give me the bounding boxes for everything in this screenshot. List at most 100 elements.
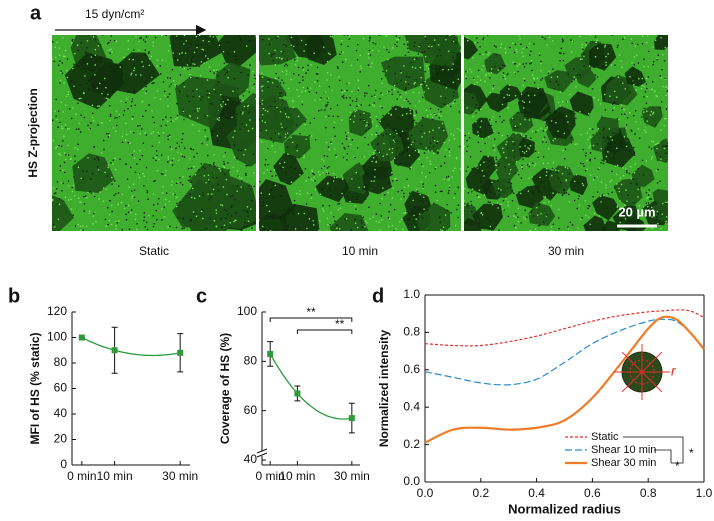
speckle bbox=[542, 221, 545, 223]
speckle bbox=[540, 95, 542, 98]
speckle bbox=[638, 137, 641, 139]
speckle bbox=[428, 131, 431, 133]
speckle bbox=[493, 149, 496, 151]
speckle bbox=[55, 146, 57, 149]
speckle bbox=[332, 180, 335, 182]
speckle bbox=[79, 84, 82, 86]
speckle bbox=[167, 138, 170, 141]
speckle bbox=[343, 35, 346, 36]
speckle bbox=[98, 67, 100, 70]
speckle bbox=[537, 156, 540, 159]
speckle bbox=[198, 35, 201, 37]
speckle bbox=[144, 109, 147, 112]
speckle bbox=[372, 157, 375, 159]
speckle bbox=[85, 170, 88, 173]
speckle bbox=[52, 139, 55, 142]
speckle bbox=[114, 117, 116, 119]
speckle bbox=[166, 76, 169, 79]
speckle bbox=[186, 64, 189, 66]
speckle bbox=[62, 111, 65, 113]
speckle bbox=[517, 173, 520, 176]
speckle bbox=[606, 136, 609, 139]
speckle bbox=[515, 132, 517, 135]
speckle bbox=[61, 37, 64, 39]
speckle bbox=[127, 211, 130, 214]
speckle bbox=[528, 163, 531, 165]
speckle bbox=[61, 62, 64, 64]
speckle bbox=[367, 127, 370, 130]
speckle bbox=[656, 182, 659, 184]
speckle bbox=[477, 69, 480, 72]
speckle bbox=[661, 202, 664, 205]
speckle bbox=[217, 183, 219, 185]
speckle bbox=[101, 122, 103, 124]
speckle bbox=[189, 73, 191, 76]
speckle bbox=[514, 172, 517, 174]
speckle bbox=[537, 151, 540, 154]
speckle bbox=[534, 94, 536, 97]
speckle bbox=[279, 95, 281, 97]
speckle bbox=[567, 226, 569, 228]
speckle bbox=[283, 163, 286, 166]
speckle bbox=[540, 60, 542, 63]
speckle bbox=[175, 147, 177, 150]
speckle bbox=[279, 82, 282, 84]
speckle bbox=[424, 176, 427, 178]
speckle bbox=[594, 55, 597, 58]
speckle bbox=[368, 206, 370, 208]
speckle bbox=[142, 65, 144, 68]
speckle bbox=[643, 58, 645, 60]
speckle bbox=[179, 201, 181, 204]
speckle bbox=[129, 142, 131, 144]
speckle bbox=[134, 218, 137, 221]
speckle bbox=[161, 59, 164, 62]
speckle bbox=[411, 66, 414, 69]
speckle bbox=[150, 132, 153, 135]
speckle bbox=[226, 101, 229, 103]
speckle bbox=[436, 140, 439, 143]
speckle bbox=[151, 145, 154, 148]
speckle bbox=[54, 192, 57, 194]
speckle bbox=[356, 172, 359, 175]
speckle bbox=[612, 157, 615, 160]
speckle bbox=[542, 175, 545, 177]
speckle bbox=[177, 151, 179, 154]
speckle bbox=[317, 170, 320, 173]
speckle bbox=[239, 38, 242, 41]
point bbox=[294, 390, 301, 397]
speckle bbox=[157, 203, 159, 205]
speckle bbox=[664, 145, 666, 147]
speckle bbox=[211, 130, 213, 133]
speckle bbox=[595, 209, 597, 211]
speckle bbox=[410, 134, 413, 137]
speckle bbox=[270, 137, 273, 140]
speckle bbox=[136, 75, 139, 78]
speckle bbox=[262, 201, 265, 204]
speckle bbox=[167, 156, 170, 158]
speckle bbox=[404, 54, 407, 57]
speckle bbox=[399, 118, 402, 120]
speckle bbox=[571, 80, 573, 83]
speckle bbox=[271, 183, 274, 185]
speckle bbox=[425, 84, 428, 87]
speckle bbox=[336, 224, 338, 226]
speckle bbox=[457, 78, 460, 81]
speckle bbox=[643, 95, 645, 98]
speckle bbox=[76, 148, 79, 151]
speckle bbox=[544, 129, 547, 132]
speckle bbox=[261, 85, 264, 87]
speckle bbox=[417, 151, 420, 154]
speckle bbox=[215, 225, 218, 228]
speckle bbox=[557, 191, 560, 194]
speckle bbox=[108, 219, 111, 222]
speckle bbox=[144, 132, 147, 134]
speckle bbox=[586, 132, 589, 135]
speckle bbox=[202, 53, 204, 56]
speckle bbox=[208, 40, 210, 43]
speckle bbox=[248, 185, 250, 187]
speckle bbox=[56, 146, 59, 148]
speckle bbox=[67, 154, 70, 156]
speckle bbox=[232, 90, 234, 92]
x-tick-label: 0.0 bbox=[417, 486, 434, 500]
speckle bbox=[314, 138, 317, 141]
